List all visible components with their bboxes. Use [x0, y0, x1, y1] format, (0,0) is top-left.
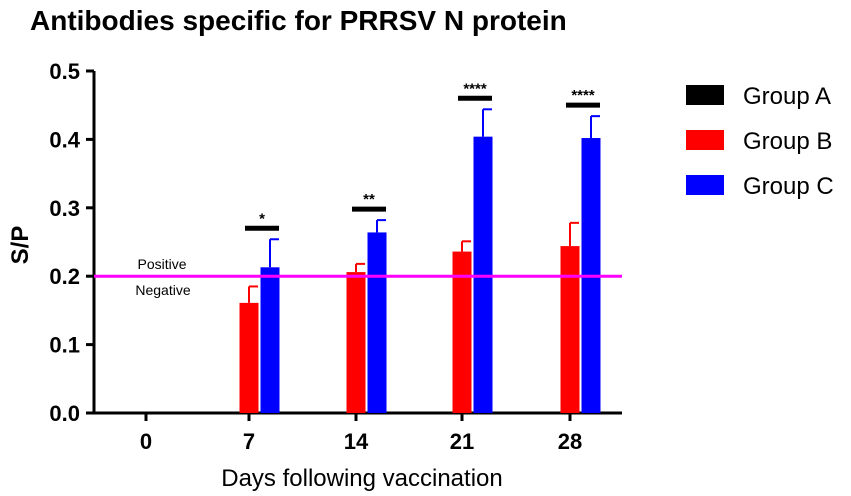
y-tick-label: 0.4 — [49, 127, 80, 152]
legend: Group A Group B Group C — [686, 83, 834, 200]
significance-label: * — [259, 210, 265, 227]
y-tick-label: 0.5 — [49, 59, 80, 84]
legend-swatch — [686, 175, 724, 195]
legend-swatch — [686, 85, 724, 105]
legend-swatch — [686, 130, 724, 150]
y-tick-label: 0.1 — [49, 333, 80, 358]
x-axis-label: Days following vaccination — [221, 465, 502, 492]
legend-label: Group A — [743, 83, 831, 110]
y-tick-label: 0.2 — [49, 264, 80, 289]
x-tick-label: 14 — [344, 429, 369, 454]
x-tick-label: 7 — [243, 429, 255, 454]
reference-line-group: Positive Negative — [94, 256, 622, 298]
bar-group-b — [239, 302, 259, 413]
bar-group-c — [367, 232, 387, 413]
bar-group-b — [346, 272, 366, 413]
legend-label: Group B — [743, 128, 832, 155]
bar-group-c — [260, 267, 280, 413]
significance-label: **** — [571, 87, 595, 104]
y-tick-label: 0.0 — [49, 401, 80, 426]
x-tick-label: 21 — [450, 429, 474, 454]
chart-title: Antibodies specific for PRRSV N protein — [30, 5, 567, 36]
y-tick-label: 0.3 — [49, 196, 80, 221]
significance-label: **** — [463, 80, 487, 97]
bar-group-b — [560, 246, 580, 413]
axis-ticks: 0.0 0.1 0.2 0.3 0.4 0.5 0 7 14 21 28 — [49, 59, 582, 454]
significance-markers: ******* **** — [245, 80, 600, 231]
reference-label-positive: Positive — [137, 256, 186, 272]
significance-label: ** — [363, 191, 375, 208]
y-axis-label: S/P — [7, 226, 34, 265]
error-bars — [248, 108, 600, 303]
legend-label: Group C — [743, 173, 834, 200]
reference-label-negative: Negative — [135, 282, 190, 298]
bar-group-b — [452, 251, 472, 413]
x-tick-label: 28 — [558, 429, 582, 454]
x-tick-label: 0 — [140, 429, 152, 454]
